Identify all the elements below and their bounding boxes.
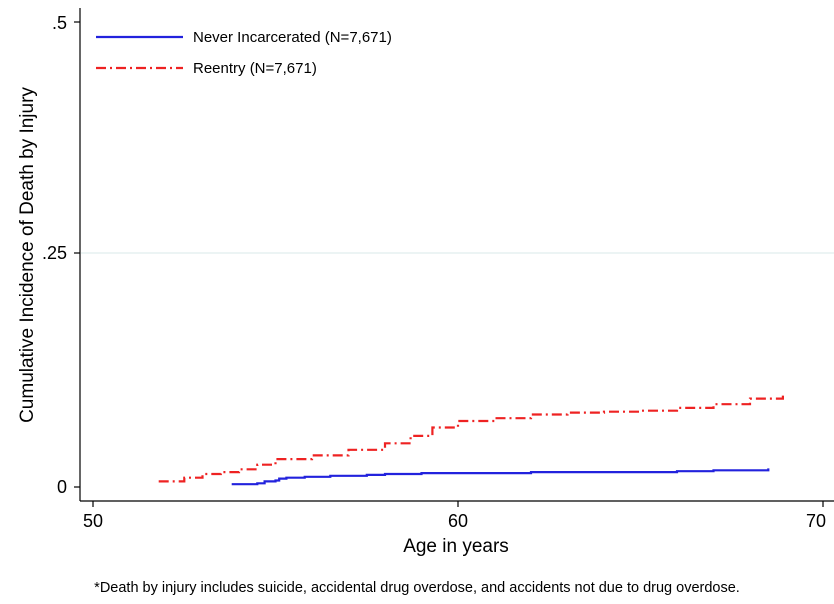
chart-footnote: *Death by injury includes suicide, accid…: [94, 580, 740, 596]
legend: Never Incarcerated (N=7,671) Reentry (N=…: [96, 29, 392, 77]
plot-area: [79, 8, 834, 502]
x-tick-label: 70: [806, 511, 826, 531]
y-tick-label: .25: [42, 243, 67, 263]
y-axis: 0 .25 .5: [42, 13, 80, 497]
x-axis-title: Age in years: [403, 536, 509, 557]
x-tick-label: 50: [83, 511, 103, 531]
series-line-reentry: [158, 394, 785, 483]
y-tick-label: .5: [52, 13, 67, 33]
x-axis: 50 60 70: [83, 501, 826, 531]
legend-label-reentry: Reentry (N=7,671): [193, 60, 317, 77]
series-line-never-incarcerated: [231, 468, 770, 486]
y-tick-label: 0: [57, 477, 67, 497]
legend-label-never-incarcerated: Never Incarcerated (N=7,671): [193, 29, 392, 46]
y-axis-title: Cumulative Incidence of Death by Injury: [17, 87, 38, 423]
x-tick-label: 60: [448, 511, 468, 531]
series-lines: [158, 394, 785, 486]
